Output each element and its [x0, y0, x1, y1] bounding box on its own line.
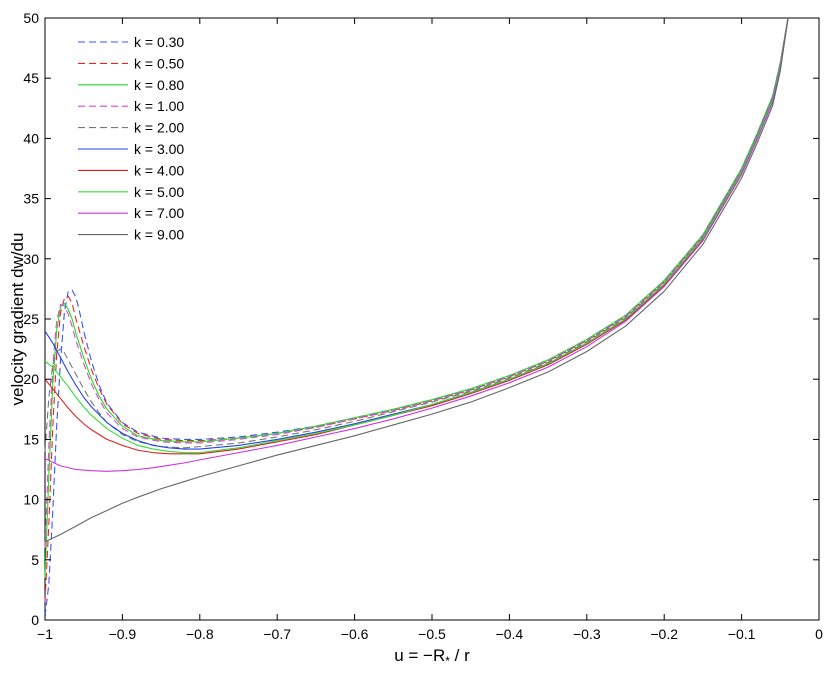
- series-line-2: [44, 17, 789, 602]
- legend-label: k = 1.00: [134, 98, 184, 114]
- y-tick-label: 30: [23, 251, 39, 267]
- x-tick-label: −0.6: [341, 626, 369, 642]
- plot-area: −1 −0.9 −0.8 −0.7 −0.6 −0.5 −0.4 −0.3 −0.2 −0.1 0 0…: [23, 10, 823, 642]
- legend-label: k = 9.00: [134, 227, 184, 243]
- x-axis-label-main: u = −R: [394, 646, 445, 665]
- x-tick-label: −0.8: [186, 626, 214, 642]
- y-tick-label: 35: [23, 191, 39, 207]
- legend-label: k = 3.00: [134, 141, 184, 157]
- x-tick-label: 0: [815, 626, 823, 642]
- y-tick-label: 5: [31, 552, 39, 568]
- series-line-3: [44, 17, 789, 578]
- y-tick-label: 40: [23, 130, 39, 146]
- y-tick-label: 25: [23, 311, 39, 327]
- series-line-7: [44, 17, 789, 455]
- y-tick-label: 45: [23, 70, 39, 86]
- x-tick-label: −0.5: [418, 626, 446, 642]
- x-tick-label: −0.2: [650, 626, 678, 642]
- x-tick-label: −1: [37, 626, 53, 642]
- legend: k = 0.30 k = 0.50 k = 0.80 k = 1.00 k = 2.00…: [78, 34, 184, 243]
- y-axis-label: velocity gradient dw/du: [8, 233, 27, 406]
- series-layer: [44, 17, 789, 617]
- series-line-4: [44, 17, 789, 548]
- legend-label: k = 0.30: [134, 34, 184, 50]
- x-tick-label: −0.9: [109, 626, 137, 642]
- legend-label: k = 2.00: [134, 120, 184, 136]
- x-tick-label: −0.1: [728, 626, 756, 642]
- legend-label: k = 4.00: [134, 162, 184, 178]
- y-tick-label: 20: [23, 371, 39, 387]
- x-axis-label: u = −R* / r: [394, 646, 470, 668]
- x-tick-label: −0.7: [263, 626, 291, 642]
- y-tick-label: 0: [31, 612, 39, 628]
- x-tick-label: −0.3: [573, 626, 601, 642]
- legend-label: k = 7.00: [134, 205, 184, 221]
- legend-label: k = 5.00: [134, 184, 184, 200]
- series-line-8: [44, 17, 789, 454]
- series-line-9: [44, 17, 789, 472]
- series-line-1: [44, 17, 789, 617]
- series-line-5: [44, 17, 789, 452]
- y-tick-label: 15: [23, 431, 39, 447]
- legend-label: k = 0.50: [134, 55, 184, 71]
- x-tick-label: −0.4: [496, 626, 524, 642]
- series-line-10: [44, 17, 789, 543]
- x-axis-label-subscript: *: [445, 654, 450, 668]
- y-tick-label: 10: [23, 492, 39, 508]
- axis-ticks: −1 −0.9 −0.8 −0.7 −0.6 −0.5 −0.4 −0.3 −0.2 −0.1 0 0…: [23, 10, 823, 642]
- y-tick-label: 50: [23, 10, 39, 26]
- x-axis-label-tail: / r: [450, 646, 470, 665]
- legend-label: k = 0.80: [134, 77, 184, 93]
